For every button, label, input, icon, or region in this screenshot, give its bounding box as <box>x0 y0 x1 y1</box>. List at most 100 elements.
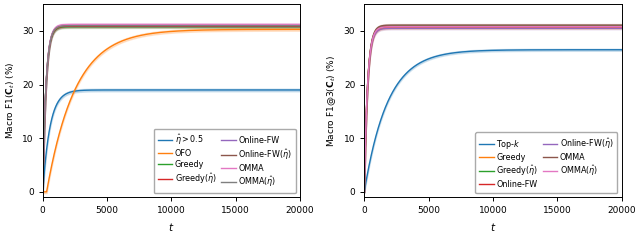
Line: $\hat{\eta} > 0.5$: $\hat{\eta} > 0.5$ <box>43 90 300 192</box>
Greedy($\hat{\eta}$) <box>618 25 625 27</box>
Line: Online-FW($\hat{\eta}$): Online-FW($\hat{\eta}$) <box>364 28 621 191</box>
Greedy($\hat{\eta}$) <box>470 25 478 27</box>
Online-FW($\hat{\eta}$) <box>84 24 92 27</box>
Line: OFO: OFO <box>43 29 300 192</box>
X-axis label: $t$: $t$ <box>168 221 175 233</box>
Online-FW <box>296 24 304 27</box>
OMMA <box>138 23 145 26</box>
Top-$k$ <box>459 50 467 53</box>
OMMA <box>481 24 488 27</box>
OMMA($\hat{\eta}$) <box>84 24 92 27</box>
Greedy($\hat{\eta}$) <box>390 25 397 27</box>
OMMA <box>291 23 299 26</box>
OMMA <box>390 24 397 27</box>
OMMA($\hat{\eta}$) <box>470 25 478 28</box>
$\hat{\eta} > 0.5$ <box>138 89 145 91</box>
OMMA <box>159 23 167 26</box>
Line: OMMA: OMMA <box>43 25 300 191</box>
$\hat{\eta} > 0.5$ <box>296 89 304 91</box>
Line: OMMA($\hat{\eta}$): OMMA($\hat{\eta}$) <box>43 26 300 191</box>
OMMA <box>296 23 304 26</box>
Top-$k$ <box>390 89 397 92</box>
Greedy <box>264 25 271 28</box>
OFO <box>296 28 304 31</box>
Legend: Top-$k$, Greedy, Greedy($\hat{\eta}$), Online-FW, Online-FW($\hat{\eta}$), OMMA,: Top-$k$, Greedy, Greedy($\hat{\eta}$), O… <box>476 132 618 193</box>
OFO <box>138 34 145 37</box>
OMMA <box>68 23 76 26</box>
Line: OMMA: OMMA <box>364 25 621 191</box>
X-axis label: $t$: $t$ <box>490 221 496 233</box>
OMMA($\hat{\eta}$) <box>618 25 625 28</box>
OMMA($\hat{\eta}$) <box>264 24 271 27</box>
Greedy($\hat{\eta}$) <box>159 25 167 27</box>
Greedy <box>470 26 478 29</box>
Online-FW($\hat{\eta}$) <box>138 24 145 27</box>
Greedy($\hat{\eta}$) <box>585 25 593 27</box>
OMMA($\hat{\eta}$) <box>148 24 156 27</box>
$\hat{\eta} > 0.5$ <box>264 89 271 91</box>
Greedy($\hat{\eta}$) <box>612 25 620 27</box>
Greedy <box>612 26 620 29</box>
Greedy($\hat{\eta}$) <box>39 190 47 193</box>
Online-FW <box>405 25 413 28</box>
OMMA <box>39 190 47 193</box>
Line: Online-FW($\hat{\eta}$): Online-FW($\hat{\eta}$) <box>43 26 300 191</box>
Online-FW <box>148 24 156 27</box>
Line: Online-FW: Online-FW <box>43 25 300 191</box>
Y-axis label: Macro F1($\mathbf{C}_t$) (%): Macro F1($\mathbf{C}_t$) (%) <box>4 62 17 139</box>
Greedy <box>68 25 76 28</box>
Online-FW($\hat{\eta}$) <box>390 27 397 30</box>
Top-$k$ <box>405 69 413 72</box>
Greedy($\hat{\eta}$) <box>459 25 467 27</box>
Line: Greedy($\hat{\eta}$): Greedy($\hat{\eta}$) <box>364 26 621 191</box>
Online-FW($\hat{\eta}$) <box>68 24 76 27</box>
OMMA <box>459 24 467 27</box>
Top-$k$ <box>470 50 478 52</box>
OFO <box>264 28 271 31</box>
Online-FW <box>138 24 145 27</box>
Online-FW <box>612 25 620 28</box>
OMMA <box>470 24 478 27</box>
OMMA($\hat{\eta}$) <box>159 24 167 27</box>
OMMA($\hat{\eta}$) <box>481 25 488 28</box>
OMMA($\hat{\eta}$) <box>405 25 413 28</box>
Line: Greedy: Greedy <box>43 27 300 191</box>
OMMA <box>148 23 156 26</box>
Line: Greedy: Greedy <box>364 28 621 191</box>
Online-FW($\hat{\eta}$) <box>618 27 625 30</box>
Top-$k$ <box>585 48 593 51</box>
$\hat{\eta} > 0.5$ <box>295 89 303 91</box>
Online-FW <box>360 190 368 193</box>
OFO <box>39 191 47 193</box>
OMMA($\hat{\eta}$) <box>291 24 299 27</box>
Online-FW <box>159 24 167 27</box>
Greedy($\hat{\eta}$) <box>84 25 92 27</box>
Line: Greedy($\hat{\eta}$): Greedy($\hat{\eta}$) <box>43 26 300 191</box>
Online-FW <box>481 25 488 28</box>
OMMA <box>84 23 92 26</box>
Greedy($\hat{\eta}$) <box>360 190 368 193</box>
Online-FW($\hat{\eta}$) <box>405 27 413 30</box>
Online-FW($\hat{\eta}$) <box>159 24 167 27</box>
OMMA($\hat{\eta}$) <box>138 24 145 27</box>
Greedy <box>360 190 368 193</box>
Online-FW($\hat{\eta}$) <box>148 24 156 27</box>
Greedy($\hat{\eta}$) <box>264 25 271 27</box>
Greedy($\hat{\eta}$) <box>68 25 76 27</box>
Greedy <box>39 190 47 193</box>
Greedy <box>138 25 145 28</box>
Top-$k$ <box>612 48 620 51</box>
Line: Online-FW: Online-FW <box>364 27 621 191</box>
Greedy($\hat{\eta}$) <box>138 25 145 27</box>
Greedy <box>390 26 397 29</box>
OFO <box>68 95 76 97</box>
OMMA($\hat{\eta}$) <box>68 24 76 27</box>
Online-FW <box>585 25 593 28</box>
Greedy <box>84 25 92 28</box>
OMMA($\hat{\eta}$) <box>296 24 304 27</box>
Greedy <box>148 25 156 28</box>
OMMA <box>360 190 368 193</box>
OMMA($\hat{\eta}$) <box>612 25 620 28</box>
Online-FW <box>459 25 467 28</box>
OMMA($\hat{\eta}$) <box>360 190 368 193</box>
